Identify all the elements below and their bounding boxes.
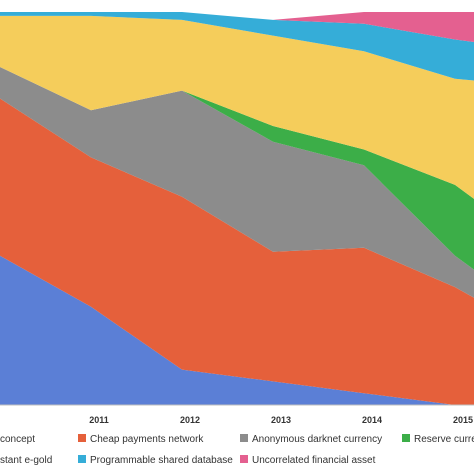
x-tick-label: 2011 (89, 415, 109, 425)
x-tick-label: 2012 (180, 415, 200, 425)
area-anonymous-darknet-currency (0, 67, 474, 298)
legend-swatch-cheap-payments-network (78, 434, 86, 442)
area-instant-e-gold (0, 255, 474, 405)
area-cheap-payments-network (0, 98, 474, 405)
legend-label-programmable-shared-database: Programmable shared database (90, 455, 233, 466)
x-tick-label: 2015 (453, 415, 473, 425)
legend-swatch-uncorrelated-financial-asset (240, 455, 248, 463)
legend-swatch-anonymous-darknet-currency (240, 434, 248, 442)
chart-areas (0, 12, 474, 405)
legend-label-anonymous-darknet-currency: Anonymous darknet currency (252, 434, 382, 445)
area-reserve-currency (0, 67, 474, 270)
legend-label-instant-e-gold: stant e-gold (0, 455, 52, 466)
area-programmable-shared-database (0, 12, 474, 81)
legend-label-bitcoin-concept: concept (0, 434, 35, 445)
legend-label-cheap-payments-network: Cheap payments network (90, 434, 204, 445)
legend: concept Cheap payments network Anonymous d… (0, 434, 474, 466)
x-axis-ticks: 2011201220132014201520 (89, 415, 473, 425)
legend-label-reserve-currency: Reserve curre (414, 434, 474, 445)
area-bitcoin-concept (0, 15, 474, 199)
legend-swatch-programmable-shared-database (78, 455, 86, 463)
x-tick-label: 2013 (271, 415, 291, 425)
x-tick-label: 2014 (362, 415, 382, 425)
legend-label-uncorrelated-financial-asset: Uncorrelated financial asset (252, 455, 376, 466)
area-uncorrelated-financial-asset (0, 12, 474, 42)
legend-swatch-reserve-currency (402, 434, 410, 442)
